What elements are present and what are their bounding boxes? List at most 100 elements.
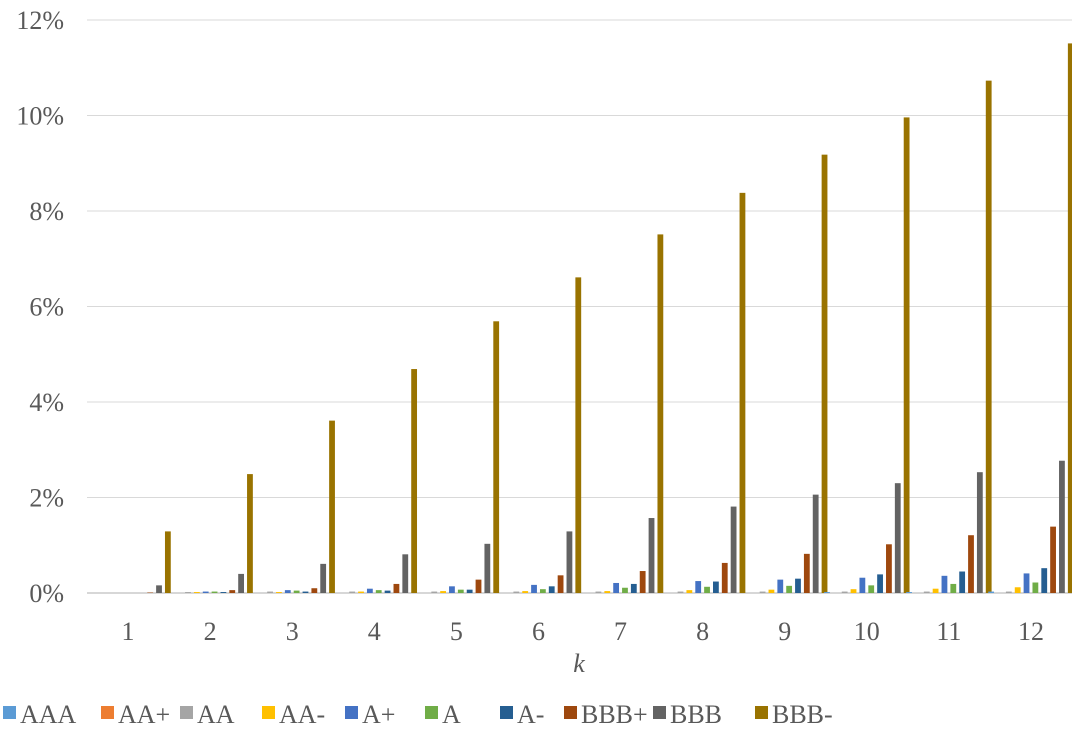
bar-a-minus	[466, 589, 473, 593]
bar-a-minus	[548, 586, 555, 593]
x-axis-title: k	[573, 649, 585, 678]
bar-aa	[841, 591, 848, 593]
bar-bbb-minus	[329, 420, 335, 593]
x-tick-label: 7	[614, 617, 627, 646]
bar-a-plus	[366, 588, 373, 593]
bar-aa	[1005, 591, 1012, 593]
bar-aa-minus	[932, 588, 939, 593]
bar-a-minus	[630, 583, 637, 593]
bar-aaa	[988, 591, 995, 593]
bar-aa	[349, 591, 356, 593]
y-tick-label: 2%	[29, 484, 64, 513]
bar-bbb-minus	[903, 117, 910, 593]
bar-aa-minus	[850, 589, 857, 593]
x-tick-label: 6	[532, 617, 545, 646]
legend-swatch	[180, 706, 193, 719]
bar-a	[539, 589, 546, 593]
bar-a-minus	[713, 581, 719, 593]
bar-bbb	[648, 518, 655, 593]
bar-a	[622, 587, 628, 593]
bar-a-minus	[220, 592, 227, 593]
bar-aa	[267, 591, 273, 593]
bar-bbb	[1059, 460, 1065, 593]
bar-aa-minus	[522, 591, 529, 593]
bar-bbb-plus	[557, 575, 564, 593]
bar-a-plus	[777, 579, 784, 593]
x-tick-label: 11	[936, 617, 961, 646]
bar-bbb-plus	[803, 553, 810, 593]
y-tick-label: 8%	[29, 197, 64, 226]
bar-aa	[595, 591, 602, 593]
x-tick-label: 10	[854, 617, 880, 646]
bar-bbb-plus	[475, 579, 482, 593]
legend-label: A	[442, 700, 461, 729]
x-tick-label: 8	[696, 617, 709, 646]
y-axis-ticks: 0% 2% 4% 6% 8% 10% 12%	[16, 6, 64, 608]
x-tick-label: 5	[450, 617, 463, 646]
bar-aa-minus	[604, 591, 611, 593]
bar-bbb	[238, 573, 244, 593]
legend-label: A+	[362, 700, 395, 729]
legend-label: BBB+	[581, 700, 648, 729]
x-tick-label: 1	[122, 617, 135, 646]
x-tick-label: 3	[286, 617, 299, 646]
x-axis-ticks: 1 2 3 4 5 6 7 8 9 10 11 12	[122, 617, 1044, 646]
bar-a-minus	[795, 578, 801, 593]
legend-swatch	[500, 706, 513, 719]
bar-a-plus	[941, 575, 948, 593]
bar-bbb	[894, 483, 901, 593]
bar-bbb	[402, 554, 409, 593]
bar-aa	[431, 591, 438, 593]
bar-aa-minus	[193, 592, 200, 593]
bar-a	[1032, 582, 1039, 593]
bar-a-minus	[384, 590, 391, 593]
bar-bbb-minus	[821, 154, 828, 593]
bar-a	[211, 591, 218, 593]
bar-a	[704, 586, 710, 593]
bar-bbb-plus	[311, 588, 318, 593]
legend-swatch	[653, 706, 666, 719]
bar-bbb-minus	[985, 80, 992, 593]
bar-a	[293, 590, 300, 593]
bar-bbb-minus	[575, 277, 582, 593]
bar-bbb-plus	[968, 535, 974, 593]
x-tick-label: 12	[1018, 617, 1044, 646]
bar-aa-minus	[440, 591, 446, 593]
bar-a-plus	[449, 586, 455, 593]
bar-a	[786, 585, 793, 593]
bar-a	[457, 589, 464, 593]
y-tick-label: 12%	[16, 6, 64, 35]
bar-a-plus	[859, 577, 866, 593]
bar-bbb	[566, 531, 573, 593]
x-tick-label: 4	[368, 617, 381, 646]
legend-swatch	[262, 706, 275, 719]
legend-label: BBB	[670, 700, 722, 729]
bar-a	[868, 585, 875, 593]
legend-label: AA	[197, 700, 235, 729]
bar-aa	[923, 591, 930, 593]
legend-label: BBB-	[772, 700, 833, 729]
bar-bbb-minus	[493, 321, 500, 593]
bar-aa-minus	[686, 590, 693, 593]
bar-a-plus	[613, 582, 620, 593]
bar-bbb-minus	[247, 474, 253, 593]
bar-a	[950, 583, 957, 593]
bar-aaa	[906, 592, 912, 593]
legend-label: A-	[517, 700, 544, 729]
y-tick-label: 0%	[29, 579, 64, 608]
y-tick-label: 4%	[29, 388, 64, 417]
x-tick-label: 2	[204, 617, 217, 646]
bar-aaa	[824, 592, 830, 593]
bar-aa-minus	[358, 591, 364, 593]
bar-bbb-plus	[229, 590, 236, 593]
legend-swatch	[755, 706, 768, 719]
bar-bbb-plus	[639, 571, 646, 593]
legend-swatch	[564, 706, 577, 719]
bar-bbb	[156, 585, 162, 593]
bar-aa-minus	[276, 592, 282, 593]
bar-bbb	[812, 494, 819, 593]
bar-aa	[759, 591, 766, 593]
bar-bbb-plus	[886, 544, 892, 593]
bar-bbb-plus	[393, 583, 400, 593]
bar-a	[375, 590, 382, 593]
